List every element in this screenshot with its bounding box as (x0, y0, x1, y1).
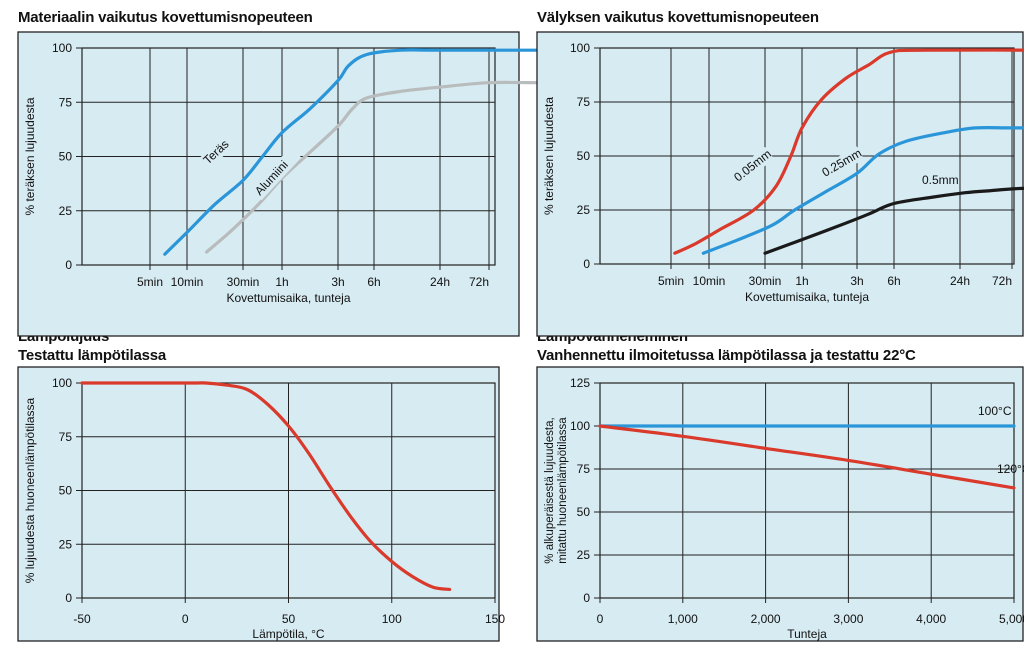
y-tick-label: 25 (577, 203, 591, 217)
x-tick-label: 5,000 (999, 612, 1024, 626)
series-label-bg (817, 146, 865, 182)
x-tick-label: 50 (282, 612, 296, 626)
y-tick-label: 100 (52, 41, 72, 55)
y-tick-label: 75 (59, 95, 73, 109)
y-tick-label: 25 (577, 548, 591, 562)
x-tick-label: -50 (73, 612, 91, 626)
chart-panel-background (536, 31, 1024, 337)
chart4-title-line-2: Vanhennettu ilmoitetussa lämpötilassa ja… (537, 347, 916, 364)
series-label: 100°C (978, 404, 1012, 418)
x-tick-label: 6h (887, 274, 900, 288)
chart2-title-line: Välyksen vaikutus kovettumisnopeuteen (537, 9, 819, 26)
y-tick-label: 0 (65, 591, 72, 605)
series-line-Alumiini (205, 80, 540, 254)
chart1-title: Materiaalin vaikutus kovettumisnopeuteen (18, 8, 313, 27)
x-tick-label: 72h (992, 274, 1012, 288)
y-tick-label: 125 (570, 376, 590, 390)
y-tick-label: 75 (577, 95, 591, 109)
x-tick-label: 30min (227, 275, 260, 289)
y-tick-label: 0 (583, 257, 590, 271)
x-tick-label: 3h (331, 275, 344, 289)
chart3-title-line-2: Testattu lämpötilassa (18, 347, 167, 364)
y-axis-label-line: % alkuperäisestä lujuudesta, (544, 417, 556, 563)
series-label: 120°C (997, 462, 1024, 476)
y-axis-label: % teräksen lujuudesta (542, 97, 556, 215)
y-tick-label: 75 (577, 462, 591, 476)
series-label-bg (250, 147, 302, 201)
series-label-bg (729, 146, 775, 187)
x-tick-label: 72h (469, 275, 489, 289)
x-tick-label: 0 (597, 612, 604, 626)
x-tick-label: 3,000 (833, 612, 863, 626)
x-tick-label: 0 (182, 612, 189, 626)
x-tick-label: 30min (749, 274, 782, 288)
y-tick-label: 100 (52, 376, 72, 390)
series-line-0.5mm (763, 186, 1024, 255)
x-tick-label: 100 (382, 612, 402, 626)
y-tick-label: 100 (570, 419, 590, 433)
x-tick-label: 10min (171, 275, 204, 289)
series-line-Teräs (163, 48, 540, 256)
series-label: 0.5mm (922, 173, 959, 187)
y-tick-label: 25 (59, 204, 73, 218)
y-tick-label: 100 (570, 41, 590, 55)
chart2-title: Välyksen vaikutus kovettumisnopeuteen (537, 8, 819, 27)
x-tick-label: 2,000 (751, 612, 781, 626)
x-tick-label: 6h (367, 275, 380, 289)
chart-4: 0 25 50 75 100 125 0 1,000 2,000 3,000 4,000 5,000 T… (536, 366, 1024, 642)
chart-panel-background (17, 366, 500, 642)
y-tick-label: 50 (577, 149, 591, 163)
chart-2: 0 25 50 75 100 5min 10min 30min 1h 3h 6h 24h 72h Kove… (536, 31, 1024, 337)
x-tick-label: 4,000 (916, 612, 946, 626)
x-tick-label: 24h (430, 275, 450, 289)
series-line-0.25mm (701, 125, 1024, 255)
y-tick-label: 0 (583, 591, 590, 605)
y-tick-label: 50 (59, 484, 73, 498)
x-tick-label: 10min (693, 274, 726, 288)
x-tick-label: 24h (950, 274, 970, 288)
x-axis-label: Kovettumisaika, tunteja (226, 291, 350, 305)
chart1-title-line: Materiaalin vaikutus kovettumisnopeuteen (18, 9, 313, 26)
x-tick-label: 1h (275, 275, 288, 289)
y-axis-label-line: mitattu huoneenlämpötilassa (557, 417, 569, 564)
y-tick-label: 50 (577, 505, 591, 519)
x-tick-label: 5min (137, 275, 163, 289)
y-tick-label: 75 (59, 430, 73, 444)
y-axis-label: % alkuperäisestä lujuudesta,mitattu huon… (544, 417, 569, 564)
y-tick-label: 25 (59, 537, 73, 551)
x-tick-label: 150 (485, 612, 505, 626)
series-line-120°C (598, 424, 1016, 490)
x-tick-label: 3h (850, 274, 863, 288)
y-axis-label: % lujuudesta huoneenlämpötilassa (23, 397, 37, 583)
x-axis-label: Lämpötila, °C (252, 627, 324, 641)
series-line-0.05mm (673, 48, 1024, 255)
x-tick-label: 1h (795, 274, 808, 288)
series-line-curve (80, 381, 452, 591)
x-tick-label: 5min (658, 274, 684, 288)
x-tick-label: 1,000 (668, 612, 698, 626)
y-tick-label: 50 (59, 150, 73, 164)
y-axis-label: % teräksen lujuudesta (23, 97, 37, 215)
y-tick-label: 0 (65, 258, 72, 272)
x-axis-label: Tunteja (787, 627, 827, 641)
x-axis-label: Kovettumisaika, tunteja (745, 290, 869, 304)
series-label-bg (199, 132, 238, 170)
chart-1: 0 25 50 75 100 5min 10min 30min 1h 3h 6h 24h 72h Kove… (17, 31, 540, 337)
chart-panel-background (536, 366, 1024, 642)
